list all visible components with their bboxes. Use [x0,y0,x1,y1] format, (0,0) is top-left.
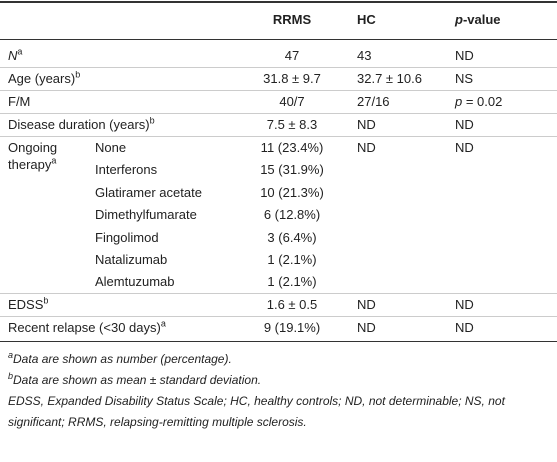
rrms-value: 40/7 [279,94,305,109]
text-part: EDSS [8,296,44,312]
text-part: p [455,12,463,27]
header-rrms: RRMS [272,12,312,27]
text-part: a [17,46,23,57]
p-value: ND [455,48,474,63]
text-part: = 0.02 [462,94,503,109]
text-part: a [51,155,57,166]
therapy-label: None [95,140,127,155]
therapy-label: Fingolimod [95,229,159,245]
rrms-value: 1 (2.1%) [267,274,317,290]
row-label: Recent relapse (<30 days)a [8,318,166,335]
text-part: p [455,94,463,109]
text-part: b [75,69,81,80]
hc-value: 27/16 [357,94,390,109]
hc-value: ND [357,296,376,312]
therapy-label: Natalizumab [95,252,168,267]
footnote-mark: a [160,318,166,329]
footnote: EDSS, Expanded Disability Status Scale; … [8,391,553,433]
row-label: Na [8,47,22,64]
text-part: Disease duration (years) [8,117,150,132]
rule [0,67,557,68]
header-hc: HC [357,12,376,27]
p-value: ND [455,140,474,155]
text-part: b [43,295,49,306]
hc-value: ND [357,140,376,155]
text-part: N [8,48,18,63]
p-value: p = 0.02 [455,93,502,110]
header-p: p-value [455,11,501,28]
rrms-value: 31.8 ± 9.7 [263,71,321,86]
row-label: F/M [8,94,31,109]
hc-value: 43 [357,48,372,63]
text-part: -value [462,12,501,27]
rrms-value: 15 (31.9%) [260,162,324,178]
text-part: b [149,115,155,126]
rrms-value: 3 (6.4%) [267,229,317,245]
text-part: b [8,370,14,381]
row-label: EDSSb [8,296,48,313]
text-part: Data are shown as mean ± standard deviat… [13,372,262,387]
rule [0,113,557,114]
text-part: a [8,349,14,360]
rrms-value: 9 (19.1%) [263,319,321,335]
row-label: Ongoing therapya [8,139,88,173]
rrms-value: 47 [284,48,300,63]
therapy-label: Dimethylfumarate [95,207,197,223]
rrms-value: 10 (21.3%) [260,184,324,200]
rrms-value: 1 (2.1%) [267,252,317,267]
rule [0,292,557,294]
text-part: EDSS, Expanded Disability Status Scale; … [8,393,505,429]
therapy-label: Glatiramer acetate [95,184,202,200]
row-label: Disease duration (years)b [8,116,155,133]
rule [0,340,557,343]
p-value: ND [455,117,474,132]
rule [0,136,557,137]
footnote: bData are shown as mean ± standard devia… [8,370,553,391]
therapy-label: Alemtuzumab [95,274,175,290]
hc-value: ND [357,319,376,335]
rule [0,1,557,3]
therapy-label: Interferons [95,162,158,178]
rule [0,315,557,317]
footnote: aData are shown as number (percentage). [8,349,553,370]
p-value: ND [455,319,474,335]
rule [0,39,557,40]
hc-value: 32.7 ± 10.6 [357,71,422,86]
text-part: Ongoing therapy [8,140,58,172]
p-value: NS [455,71,474,86]
p-value: ND [455,296,474,312]
rule [0,90,557,91]
rrms-value: 1.6 ± 0.5 [266,296,318,312]
hc-value: ND [357,117,376,132]
row-label: Age (years)b [8,70,80,87]
rrms-value: 6 (12.8%) [263,207,321,223]
text-part: Age (years) [8,71,76,86]
rrms-value: 7.5 ± 8.3 [266,117,318,132]
text-part: Data are shown as number (percentage). [13,351,232,366]
rrms-value: 11 (23.4%) [260,140,324,155]
